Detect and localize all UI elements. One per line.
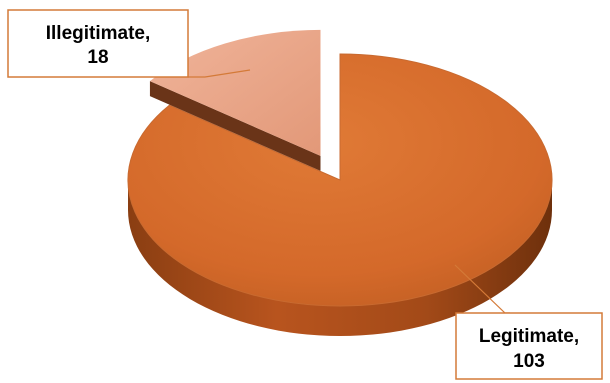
slice-illegitimate (149, 29, 321, 171)
callout-box-legitimate (455, 312, 603, 380)
value-legitimate: 103 (513, 351, 545, 372)
slice-legitimate (127, 53, 553, 336)
leader-line-illegitimate (188, 69, 251, 78)
slice-legitimate-side (128, 180, 552, 336)
slice-legitimate-top (127, 53, 553, 307)
slice-illegitimate-top (149, 29, 321, 156)
callout-legitimate: Legitimate, 103 (454, 264, 603, 380)
label-legitimate: Legitimate, (479, 326, 579, 347)
value-illegitimate: 18 (87, 47, 108, 68)
slice-illegitimate-side (149, 81, 321, 171)
callout-box-illegitimate (7, 9, 189, 78)
callout-illegitimate: Illegitimate, 18 (7, 9, 251, 78)
label-illegitimate: Illegitimate, (46, 23, 151, 44)
